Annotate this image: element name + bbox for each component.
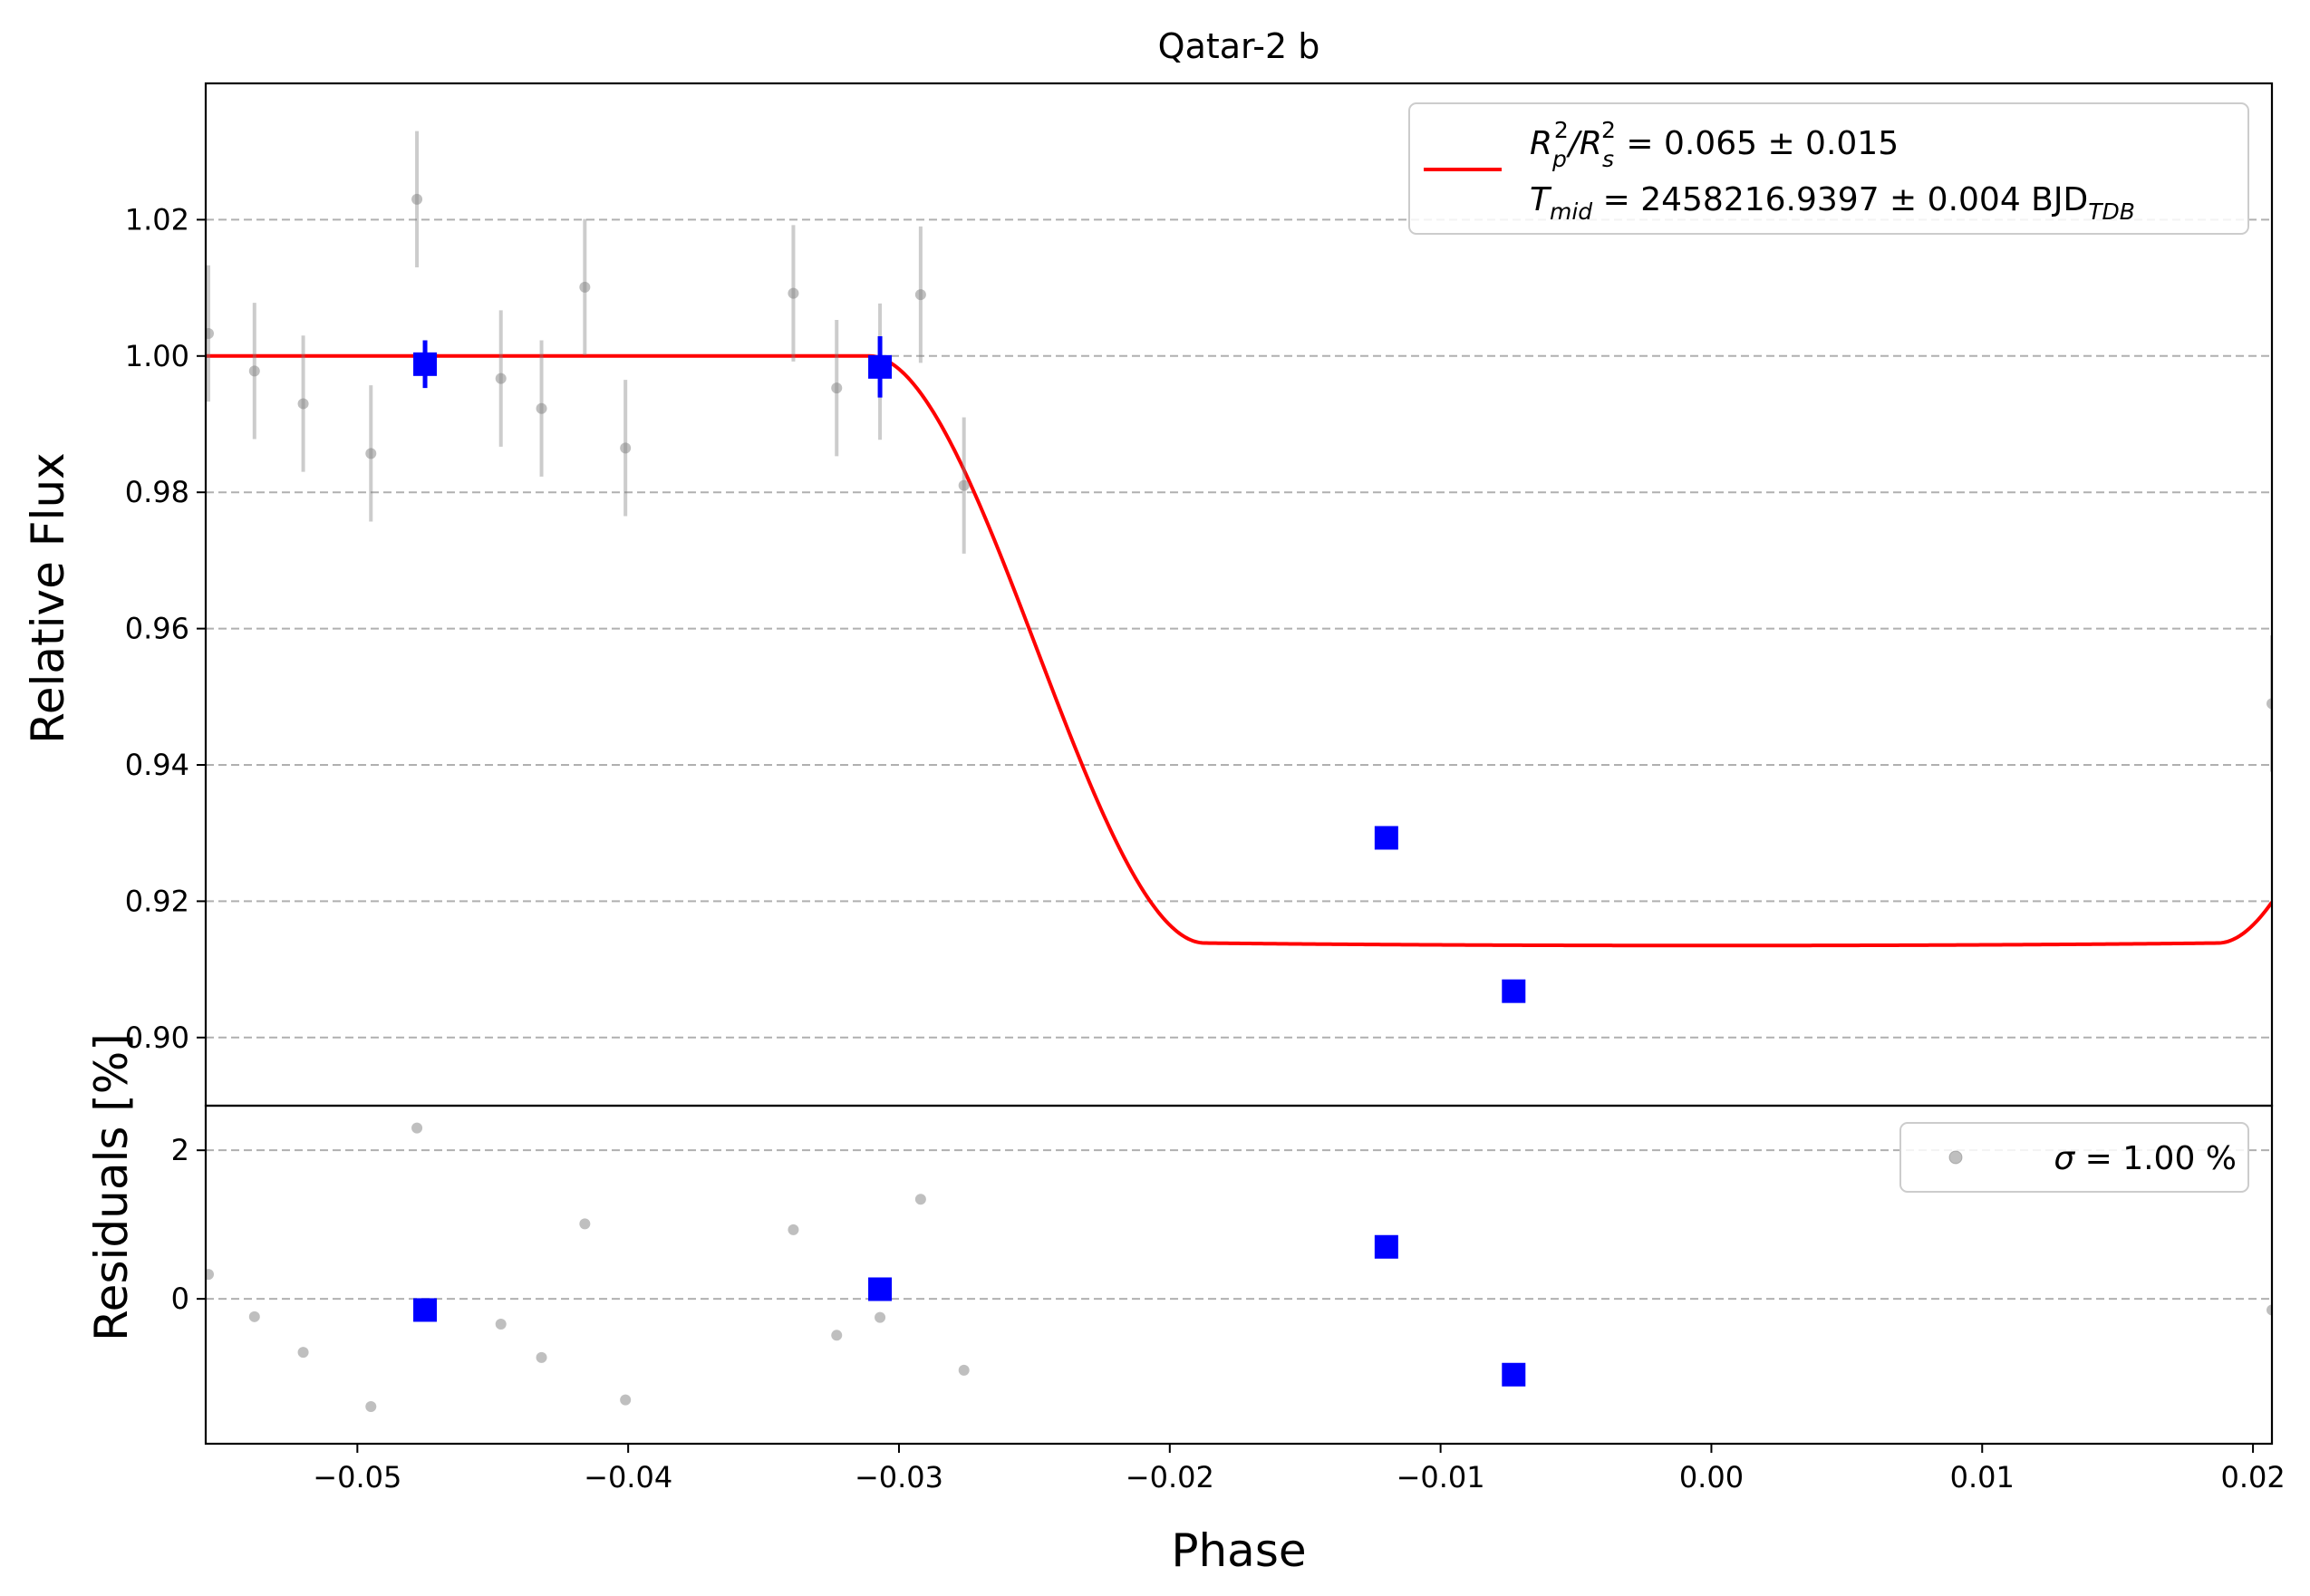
flux-y-tick-label: 0.98: [125, 475, 189, 509]
residuals-panel-frame: [204, 1104, 2274, 1446]
x-tick-label: 0.02: [2220, 1460, 2285, 1494]
x-tick-label: −0.04: [584, 1460, 672, 1494]
residuals-legend-box: [1899, 1122, 2249, 1193]
binned-residual-point: [1374, 1234, 1398, 1259]
raw-residual-point: [958, 1364, 970, 1376]
raw-data-point: [206, 327, 214, 339]
binned-residuals-layer: [413, 1234, 1526, 1387]
flux-y-tick-label: 0.96: [125, 612, 189, 646]
raw-residual-point: [2267, 1304, 2272, 1316]
flux-y-axis-label: Relative Flux: [22, 452, 74, 743]
raw-data-point: [788, 287, 799, 299]
x-tick-label: −0.03: [855, 1460, 943, 1494]
binned-residual-point: [1502, 1362, 1526, 1387]
raw-data-point: [914, 289, 926, 301]
raw-residual-point: [495, 1319, 507, 1330]
raw-data-point: [495, 372, 507, 384]
raw-residual-point: [365, 1401, 377, 1413]
flux-y-tick-label: 0.92: [125, 884, 189, 918]
raw-data-point: [297, 398, 309, 410]
residuals-y-ticks: 02: [171, 1133, 206, 1316]
binned-data-point: [1502, 979, 1526, 1003]
raw-data-point: [536, 402, 547, 414]
raw-residuals-layer: [206, 1122, 2272, 1413]
raw-residual-point: [248, 1311, 260, 1322]
raw-data-point: [248, 365, 260, 377]
binned-points-layer: [413, 335, 1526, 1003]
flux-panel: 0.90 0.92 0.94 0.96 0.98 1.00 1.02 Rp2/Rs2 = 0…: [125, 82, 2274, 1108]
residuals-y-axis-label: Residuals [%]: [85, 1033, 138, 1341]
raw-data-point: [2267, 698, 2272, 710]
raw-data-point: [958, 479, 970, 491]
binned-residual-point: [868, 1277, 893, 1301]
raw-data-point: [620, 442, 632, 454]
raw-data-point: [579, 281, 591, 293]
flux-gridlines: [206, 218, 2272, 1039]
binned-data-point: [413, 352, 438, 376]
transit-model-layer: [206, 353, 2272, 948]
flux-y-tick-label: 1.00: [125, 339, 189, 373]
raw-residual-point: [297, 1347, 309, 1359]
x-axis-ticks: −0.05 −0.04 −0.03 −0.02 −0.01 0.00 0.01 0.02: [313, 1444, 2286, 1494]
x-tick-label: −0.05: [313, 1460, 401, 1494]
raw-data-point: [411, 193, 423, 205]
legend-residual-marker: [1948, 1150, 1963, 1165]
raw-data-point: [365, 448, 377, 459]
x-tick-label: 0.00: [1679, 1460, 1744, 1494]
x-tick-label: −0.01: [1397, 1460, 1485, 1494]
raw-residual-point: [620, 1394, 632, 1406]
residuals-y-tick-label: 2: [171, 1133, 189, 1167]
raw-residual-point: [788, 1224, 799, 1235]
flux-y-ticks: 0.90 0.92 0.94 0.96 0.98 1.00 1.02: [125, 202, 206, 1055]
residuals-legend: σ = 1.00 %: [1899, 1122, 2249, 1193]
legend-sigma-text: σ = 1.00 %: [2054, 1140, 2237, 1177]
binned-residual-point: [413, 1298, 438, 1322]
transit-model-curve: [206, 353, 2272, 948]
binned-data-point: [868, 354, 893, 379]
flux-legend: Rp2/Rs2 = 0.065 ± 0.015 Tmid = 2458216.9…: [1408, 102, 2249, 235]
flux-y-tick-label: 0.90: [125, 1020, 189, 1055]
x-axis-label: Phase: [1171, 1524, 1306, 1577]
legend-depth-text: Rp2/Rs2 = 0.065 ± 0.015: [1530, 117, 1899, 172]
raw-residual-point: [411, 1122, 423, 1134]
raw-residual-point: [536, 1351, 547, 1363]
raw-residual-point: [831, 1330, 843, 1341]
residuals-y-tick-label: 0: [171, 1282, 189, 1316]
flux-y-tick-label: 0.94: [125, 748, 189, 782]
flux-y-tick-label: 1.02: [125, 202, 189, 237]
raw-data-point: [831, 382, 843, 394]
raw-residual-point: [206, 1269, 214, 1281]
chart-title: Qatar-2 b: [1158, 26, 1320, 66]
raw-residual-point: [914, 1194, 926, 1205]
flux-legend-box: [1408, 102, 2249, 235]
raw-points-layer: [206, 131, 2272, 772]
x-tick-label: 0.01: [1950, 1460, 2015, 1494]
residuals-panel: 02 σ = 1.00 %: [171, 1104, 2274, 1446]
raw-residual-point: [579, 1218, 591, 1230]
binned-data-point: [1374, 826, 1398, 850]
residuals-gridlines: [206, 1149, 2272, 1301]
raw-residual-point: [875, 1311, 886, 1323]
x-tick-label: −0.02: [1126, 1460, 1214, 1494]
legend-tmid-text: Tmid = 2458216.9397 ± 0.004 BJDTDB: [1530, 181, 2135, 225]
